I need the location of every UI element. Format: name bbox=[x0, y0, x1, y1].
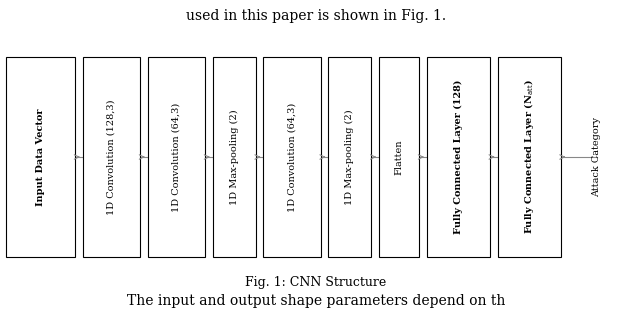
Text: 1D Convolution (128,3): 1D Convolution (128,3) bbox=[107, 99, 116, 215]
Bar bbox=[148, 57, 205, 257]
Text: The input and output shape parameters depend on th: The input and output shape parameters de… bbox=[127, 294, 505, 308]
Text: Input Data Vector: Input Data Vector bbox=[36, 108, 46, 206]
Bar bbox=[83, 57, 140, 257]
Bar bbox=[427, 57, 490, 257]
Bar bbox=[213, 57, 256, 257]
Bar bbox=[6, 57, 75, 257]
Bar bbox=[329, 57, 372, 257]
Text: Fig. 1: CNN Structure: Fig. 1: CNN Structure bbox=[245, 276, 387, 289]
Text: Fully Connected Layer (128): Fully Connected Layer (128) bbox=[454, 80, 463, 234]
Bar bbox=[497, 57, 561, 257]
Text: Fully Connected Layer (N$_{\mathrm{att}}$): Fully Connected Layer (N$_{\mathrm{att}}… bbox=[522, 80, 536, 234]
Text: Attack Category: Attack Category bbox=[592, 117, 602, 197]
Bar bbox=[379, 57, 419, 257]
Text: Flatten: Flatten bbox=[394, 139, 404, 175]
Text: 1D Max-pooling (2): 1D Max-pooling (2) bbox=[345, 109, 355, 205]
Bar bbox=[264, 57, 321, 257]
Text: 1D Convolution (64,3): 1D Convolution (64,3) bbox=[288, 102, 296, 212]
Text: 1D Convolution (64,3): 1D Convolution (64,3) bbox=[172, 102, 181, 212]
Text: 1D Max-pooling (2): 1D Max-pooling (2) bbox=[230, 109, 239, 205]
Text: used in this paper is shown in Fig. 1.: used in this paper is shown in Fig. 1. bbox=[186, 9, 446, 24]
